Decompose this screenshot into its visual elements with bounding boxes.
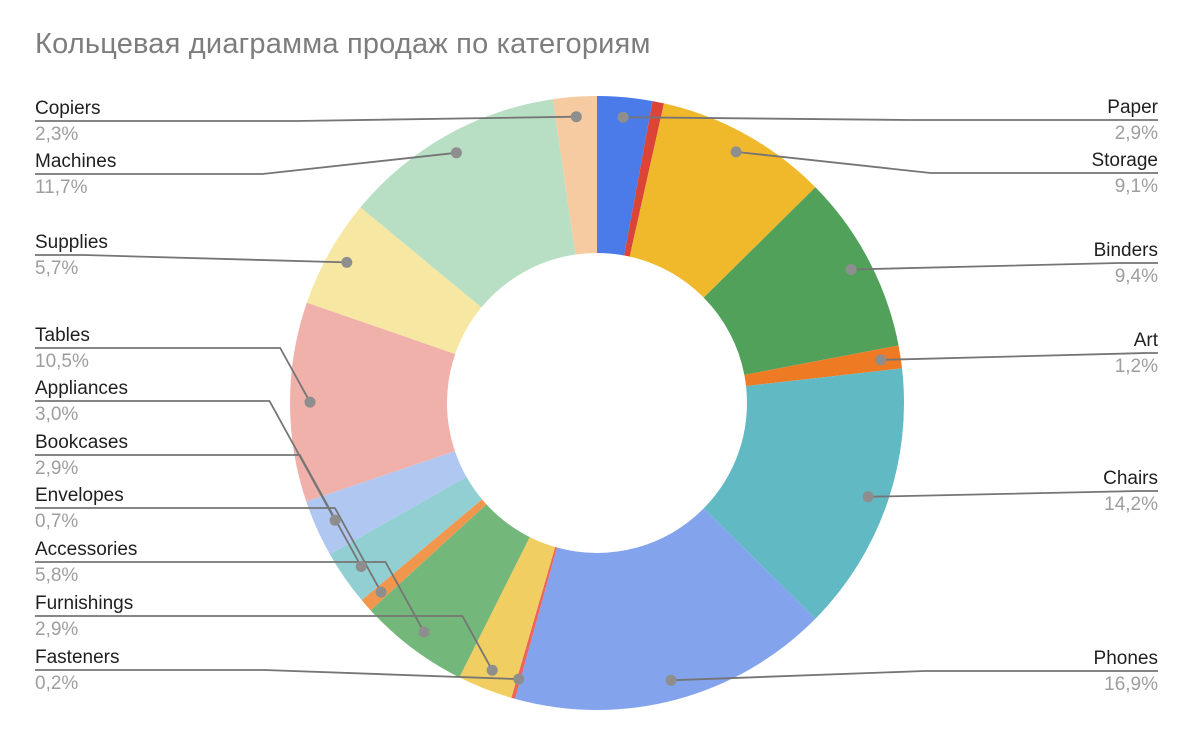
slice-label-percent: 2,3%: [35, 124, 79, 145]
callout-dot-accessories: [418, 626, 430, 638]
slice-label-name: Furnishings: [35, 593, 134, 614]
slice-label-percent: 11,7%: [35, 177, 88, 198]
slice-label-art: Art 1,2%: [1115, 329, 1158, 379]
callout-line-paper: [623, 116, 1158, 121]
slice-label-name: Phones: [1093, 648, 1158, 669]
slice-label-name: Chairs: [1103, 468, 1158, 489]
slice-label-percent: 2,9%: [35, 458, 79, 479]
slice-label-percent: 10,5%: [35, 351, 89, 372]
slice-label-percent: 2,9%: [35, 619, 79, 640]
slice-supplies[interactable]: [306, 207, 482, 354]
slice-label-name: Fasteners: [35, 647, 120, 668]
callout-line-machines: [35, 151, 457, 175]
callout-dot-furnishings: [486, 664, 498, 676]
callout-dot-binders: [845, 264, 857, 275]
callout-line-accessories: [35, 561, 425, 633]
callout-dot-phones: [665, 674, 677, 686]
callout-line-art: [880, 352, 1158, 361]
slice-accessories[interactable]: [370, 504, 530, 678]
slice-paper[interactable]: [597, 95, 653, 256]
slice-chairs[interactable]: [703, 368, 905, 619]
slice-label-name: Paper: [1107, 97, 1158, 118]
slice-label-name: Tables: [35, 325, 90, 346]
slice-label-percent: 0,7%: [35, 511, 79, 532]
callout-dot-supplies: [341, 256, 353, 268]
slice-label-percent: 9,1%: [1114, 176, 1158, 197]
slice-label-name: Supplies: [35, 232, 108, 253]
callout-line-phones: [670, 670, 1158, 682]
callout-line-fasteners: [35, 669, 519, 680]
slice-label-furnishings: Furnishings 2,9%: [35, 592, 133, 642]
slice-label-storage: Storage 9,1%: [1091, 149, 1158, 199]
callout-dot-machines: [450, 147, 462, 159]
slice-label-name: Art: [1133, 330, 1158, 351]
slice-label-percent: 1,2%: [1114, 356, 1158, 377]
slice-envelopes[interactable]: [361, 499, 487, 611]
callout-dot-chairs: [862, 491, 874, 503]
slice-label-name: Envelopes: [35, 485, 124, 506]
slice-label-name: Appliances: [35, 378, 128, 399]
slice-tables[interactable]: [290, 302, 456, 502]
callout-dot-bookcases: [355, 561, 367, 572]
callout-dot-art: [875, 354, 887, 366]
callout-line-binders: [851, 262, 1158, 271]
slice-label-bookcases: Bookcases 2,9%: [35, 431, 128, 481]
callout-dot-tables: [304, 396, 316, 408]
slice-label-percent: 9,4%: [1114, 266, 1158, 287]
slice-label-binders: Binders 9,4%: [1094, 239, 1158, 289]
slice-label-tables: Tables 10,5%: [35, 324, 90, 374]
callout-line-chairs: [868, 490, 1158, 498]
callout-line-furnishings: [35, 615, 493, 671]
slice-label-fasteners: Fasteners 0,2%: [35, 646, 119, 696]
slice-label-name: Copiers: [35, 98, 101, 119]
slice-label-percent: 2,9%: [1114, 123, 1158, 144]
slice-label-name: Bookcases: [35, 432, 128, 453]
callout-dot-fasteners: [513, 673, 525, 685]
callout-line-appliances: [35, 400, 336, 521]
chart-title: Кольцевая диаграмма продаж по категориям: [35, 28, 651, 60]
slice-label-supplies: Supplies 5,7%: [35, 231, 108, 281]
slice-label-accessories: Accessories 5,8%: [35, 538, 137, 588]
slice-storage[interactable]: [629, 103, 816, 298]
slice-label-name: Accessories: [35, 539, 138, 560]
callout-line-copiers: [35, 115, 577, 122]
slice-machines[interactable]: [360, 99, 576, 308]
slice-label-chairs: Chairs 14,2%: [1103, 467, 1158, 517]
slice-unlabeled[interactable]: [624, 101, 664, 257]
slice-label-appliances: Appliances 3,0%: [35, 377, 128, 427]
callout-dot-appliances: [329, 514, 341, 526]
slice-label-name: Machines: [35, 151, 117, 172]
callout-dot-paper: [617, 111, 629, 123]
slice-label-percent: 16,9%: [1104, 674, 1158, 695]
slice-label-machines: Machines 11,7%: [35, 150, 116, 200]
slice-label-copiers: Copiers 2,3%: [35, 97, 100, 147]
slice-fasteners[interactable]: [511, 547, 557, 699]
callout-line-storage: [736, 151, 1158, 174]
callout-dot-storage: [730, 146, 742, 158]
callout-line-supplies: [35, 254, 347, 264]
slice-label-percent: 5,7%: [35, 258, 79, 279]
slice-label-name: Storage: [1091, 150, 1158, 171]
slice-phones[interactable]: [515, 508, 816, 710]
slice-label-envelopes: Envelopes 0,7%: [35, 484, 124, 534]
slice-label-percent: 3,0%: [35, 404, 79, 425]
callout-dot-envelopes: [375, 586, 387, 598]
slice-binders[interactable]: [703, 187, 899, 375]
slice-copiers[interactable]: [552, 96, 597, 255]
slice-label-percent: 5,8%: [35, 565, 79, 586]
slice-label-paper: Paper 2,9%: [1107, 96, 1158, 146]
callout-dot-copiers: [570, 111, 582, 123]
slice-label-percent: 14,2%: [1104, 494, 1158, 515]
slice-label-percent: 0,2%: [35, 673, 79, 694]
callout-line-tables: [35, 347, 311, 403]
slice-art[interactable]: [744, 345, 903, 387]
slice-label-phones: Phones 16,9%: [1094, 647, 1158, 697]
slice-label-name: Binders: [1093, 240, 1158, 261]
slice-furnishings[interactable]: [459, 537, 556, 698]
